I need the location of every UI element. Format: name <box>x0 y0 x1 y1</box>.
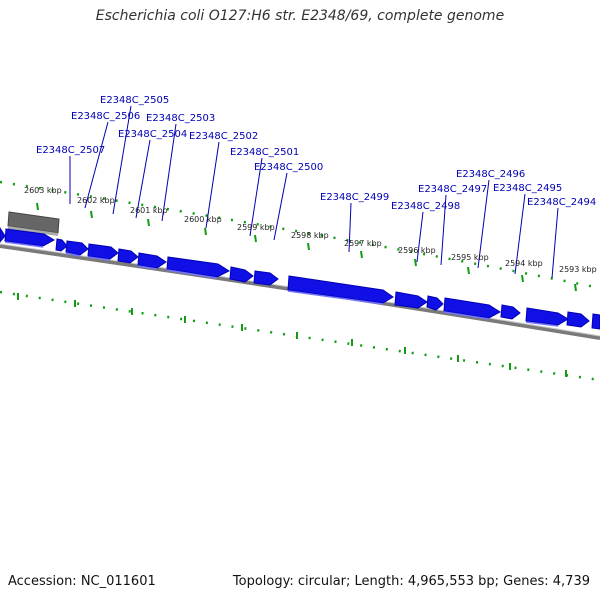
leader-line <box>249 157 263 237</box>
tick-mark <box>360 250 363 259</box>
gene-arrow <box>0 227 6 243</box>
kbp-labels: 2603 kbp 2602 kbp 2601 kbp 2600 kbp 2599… <box>24 186 597 274</box>
gene-track <box>0 227 600 330</box>
kbp-label: 2603 kbp <box>24 186 62 195</box>
gene-shadow <box>443 311 490 320</box>
gene-leader-lines <box>69 105 559 279</box>
grey-feature-shadow <box>8 226 58 236</box>
gene-arrow <box>426 295 444 311</box>
gene-arrow <box>65 240 89 256</box>
accession-text: Accession: NC_011601 <box>8 574 156 589</box>
kbp-label: 2602 kbp <box>77 196 115 205</box>
gene-arrow <box>117 248 139 264</box>
leader-line <box>205 141 220 229</box>
kbp-label: 2597 kbp <box>344 239 382 248</box>
kbp-label: 2596 kbp <box>398 246 436 255</box>
gene-arrow <box>55 238 68 252</box>
kbp-label: 2595 kbp <box>451 253 489 262</box>
gene-arrow <box>166 256 231 278</box>
tick-mark <box>574 283 577 292</box>
tick-mark <box>414 258 417 267</box>
lower-major-ticks <box>17 293 567 377</box>
leader-line <box>84 121 109 209</box>
kbp-label: 2599 kbp <box>237 223 275 232</box>
gene-arrow <box>137 252 167 269</box>
gene-label: E2348C_2497 <box>418 184 487 195</box>
gene-label: E2348C_2506 <box>71 111 140 122</box>
gene-label: E2348C_2496 <box>456 169 525 180</box>
tick-mark <box>307 242 310 251</box>
genome-stats-text: Topology: circular; Length: 4,965,553 bp… <box>232 574 590 589</box>
leader-line <box>135 139 151 219</box>
gene-labels: E2348C_2507 E2348C_2506 E2348C_2505 E234… <box>36 95 596 212</box>
gene-arrow <box>394 291 428 309</box>
gene-shadow <box>137 265 158 270</box>
leader-line <box>551 207 559 279</box>
gene-arrow <box>229 266 254 283</box>
gene-shadow <box>287 290 384 305</box>
gene-track-shadow <box>4 241 559 327</box>
gene-arrow <box>4 228 56 247</box>
leader-line <box>348 202 352 253</box>
leader-line <box>273 172 288 241</box>
leader-line <box>477 179 490 269</box>
tick-mark <box>90 210 93 219</box>
page-title: Escherichia coli O127:H6 str. E2348/69, … <box>95 8 505 24</box>
tick-mark <box>204 227 207 236</box>
gene-label: E2348C_2495 <box>493 183 562 194</box>
gene-arrow <box>87 243 119 260</box>
leader-line <box>112 105 132 215</box>
gene-label: E2348C_2504 <box>118 129 187 140</box>
kbp-label: 2593 kbp <box>559 265 597 274</box>
kbp-label: 2598 kbp <box>291 231 329 240</box>
leader-line <box>161 123 177 222</box>
gene-label: E2348C_2500 <box>254 162 323 173</box>
gene-arrow <box>591 313 600 330</box>
inner-dotted-ring <box>0 290 600 382</box>
gene-label: E2348C_2502 <box>189 131 258 142</box>
tick-mark <box>521 274 524 283</box>
gene-shadow <box>4 241 44 248</box>
kbp-label: 2594 kbp <box>505 259 543 268</box>
gene-arrow <box>500 304 521 320</box>
kbp-label: 2601 kbp <box>130 206 168 215</box>
upper-major-ticks <box>36 202 577 292</box>
tick-mark <box>254 234 257 243</box>
gene-arrow <box>525 307 569 326</box>
kbp-label: 2600 kbp <box>184 215 222 224</box>
gene-arrow <box>287 275 394 304</box>
gene-arrow <box>253 270 279 286</box>
gene-shadow <box>87 256 111 261</box>
gene-label: E2348C_2499 <box>320 192 389 203</box>
gene-label: E2348C_2505 <box>100 95 169 106</box>
gene-label: E2348C_2501 <box>230 147 299 158</box>
tick-mark <box>467 266 470 275</box>
leader-line <box>440 194 447 266</box>
gene-arrow <box>443 297 501 319</box>
gene-arrow <box>566 311 590 328</box>
leader-line <box>416 211 424 263</box>
gene-shadow <box>166 269 218 279</box>
tick-mark <box>147 218 150 227</box>
gene-label: E2348C_2507 <box>36 145 105 156</box>
gene-shadow <box>525 321 559 327</box>
gene-label: E2348C_2503 <box>146 113 215 124</box>
leader-line <box>514 193 526 275</box>
gene-shadow <box>65 252 81 257</box>
gene-label: E2348C_2494 <box>527 197 596 208</box>
tick-mark <box>36 202 39 211</box>
gene-label: E2348C_2498 <box>391 201 460 212</box>
